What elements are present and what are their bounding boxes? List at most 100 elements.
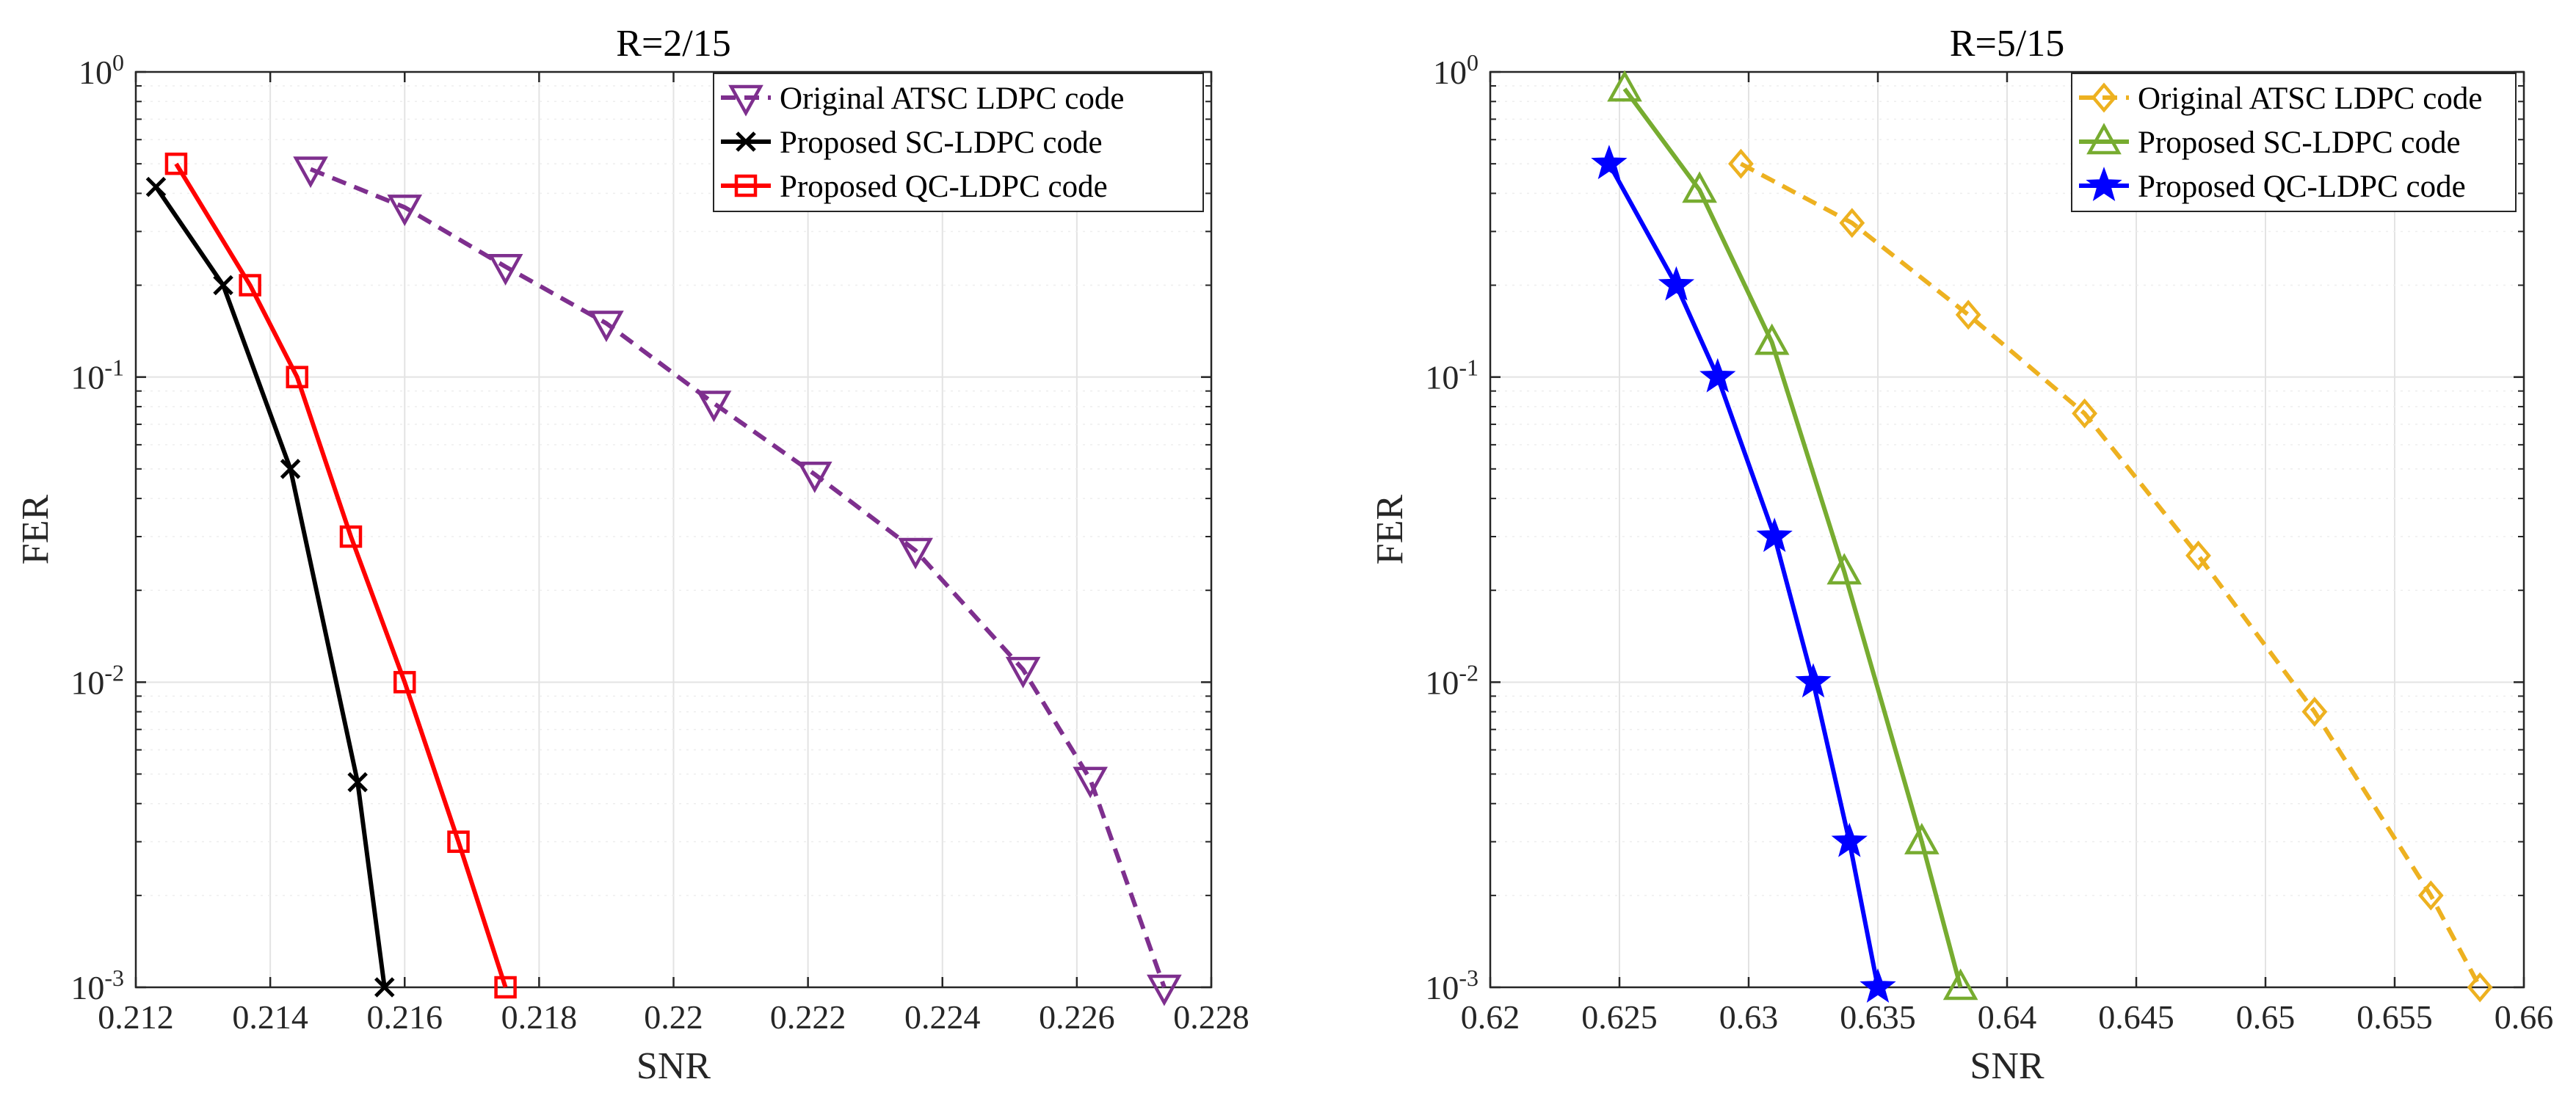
data-point: [1756, 518, 1793, 552]
x-axis-label: SNR: [1970, 1045, 2044, 1087]
data-point: [1826, 553, 1862, 585]
legend-entry: Proposed QC-LDPC code: [721, 170, 1108, 204]
x-tick-label: 0.22: [644, 998, 703, 1036]
legend-entry: Proposed QC-LDPC code: [2079, 167, 2466, 204]
data-point: [286, 366, 308, 388]
data-point: [1073, 766, 1109, 799]
x-tick-label: 0.216: [367, 998, 443, 1036]
legend-label: Proposed QC-LDPC code: [2138, 170, 2466, 204]
series-line: [1622, 87, 1963, 988]
data-point: [393, 671, 416, 694]
series-3: [164, 152, 517, 999]
x-tick-label: 0.625: [1581, 998, 1658, 1036]
x-tick-label: 0.64: [1978, 998, 2037, 1036]
legend-entry: Proposed SC-LDPC code: [2079, 123, 2461, 160]
legend-entry: Original ATSC LDPC code: [2079, 81, 2482, 116]
series-2: [145, 176, 395, 998]
left-chart: 0.212 0.214 0.216 0.218 0.22 0.222 0.224 0.226 0…: [15, 23, 1249, 1087]
y-axis-label: FER: [1369, 495, 1411, 565]
legend-box: [713, 73, 1204, 212]
data-point: [1682, 171, 1717, 203]
data-point: [2417, 880, 2444, 911]
data-point: [1728, 148, 1754, 179]
x-tick-label: 0.655: [2357, 998, 2433, 1036]
data-point: [2301, 697, 2328, 727]
data-point: [1795, 663, 1832, 698]
data-point: [1147, 974, 1182, 1006]
legend-marker: [2086, 167, 2122, 201]
y-axis-label: FER: [15, 495, 57, 565]
data-point: [494, 976, 517, 999]
x-tick-label: 0.224: [904, 998, 981, 1036]
series-1: [293, 156, 1182, 1006]
series-line: [1740, 161, 2482, 989]
data-point: [387, 195, 423, 227]
series-1: [1728, 148, 2493, 1003]
data-point: [339, 525, 363, 548]
x-tick-label: 0.226: [1039, 998, 1115, 1036]
y-tick-label: 10-3: [70, 965, 124, 1006]
data-point: [2072, 398, 2098, 429]
data-point: [1591, 145, 1628, 180]
right-chart: 0.62 0.625 0.63 0.635 0.64 0.645 0.65 0.655 0.66…: [1369, 23, 2553, 1087]
legend-entry: Proposed SC-LDPC code: [721, 126, 1103, 160]
x-tick-label: 0.212: [98, 998, 174, 1036]
legend-marker: [2086, 123, 2122, 155]
data-point: [1658, 266, 1695, 301]
legend-box: [2071, 73, 2517, 212]
x-tick-label: 0.65: [2236, 998, 2296, 1036]
data-point: [1904, 823, 1940, 854]
y-tick-label: 100: [1433, 49, 1479, 91]
x-tick-label: 0.228: [1173, 998, 1249, 1036]
x-tick-label: 0.635: [1840, 998, 1916, 1036]
legend-entry: Original ATSC LDPC code: [721, 81, 1124, 117]
data-point: [2467, 972, 2493, 1003]
x-tick-label: 0.63: [1719, 998, 1779, 1036]
x-tick-label: 0.214: [232, 998, 308, 1036]
y-tick-label: 10-1: [1425, 355, 1479, 396]
legend: Original ATSC LDPC code Proposed SC-LDPC …: [2071, 73, 2517, 212]
data-point: [1942, 968, 1978, 1001]
data-point: [1831, 822, 1868, 857]
chart-title: R=5/15: [1950, 23, 2064, 65]
legend-label: Proposed SC-LDPC code: [2138, 126, 2461, 160]
legend-label: Original ATSC LDPC code: [2138, 81, 2482, 116]
data-point: [1955, 299, 1981, 330]
data-point: [164, 152, 188, 175]
series-2: [1607, 70, 1978, 1001]
x-tick-label: 0.222: [770, 998, 846, 1036]
data-point: [1607, 70, 1642, 102]
data-point: [1005, 656, 1041, 689]
y-tick-label: 10-2: [1425, 659, 1479, 701]
data-point: [447, 830, 470, 853]
legend-marker: [736, 131, 756, 152]
y-tick-label: 10-2: [70, 659, 124, 701]
data-point: [487, 254, 523, 286]
data-point: [1754, 323, 1790, 355]
y-tick-label: 10-3: [1425, 965, 1479, 1006]
data-point: [280, 459, 301, 479]
series-3: [1591, 145, 1896, 1003]
series-line: [309, 167, 1167, 989]
chart-title: R=2/15: [616, 23, 730, 65]
data-point: [898, 537, 933, 570]
data-point: [293, 156, 328, 189]
x-tick-label: 0.218: [501, 998, 578, 1036]
data-point: [2185, 540, 2211, 571]
data-point: [1860, 968, 1896, 1003]
legend-label: Proposed SC-LDPC code: [780, 126, 1103, 160]
y-tick-label: 10-1: [70, 355, 124, 396]
y-tick-label: 100: [79, 49, 124, 91]
data-point: [1839, 208, 1865, 239]
legend-label: Original ATSC LDPC code: [780, 81, 1124, 116]
series-line: [174, 162, 508, 988]
data-point: [797, 461, 832, 493]
legend-marker: [2091, 82, 2117, 113]
legend-label: Proposed QC-LDPC code: [780, 170, 1108, 204]
x-axis-label: SNR: [636, 1045, 711, 1087]
legend-marker: [728, 84, 763, 117]
data-point: [1699, 357, 1736, 393]
legend-marker: [734, 174, 758, 197]
data-point: [145, 176, 167, 197]
